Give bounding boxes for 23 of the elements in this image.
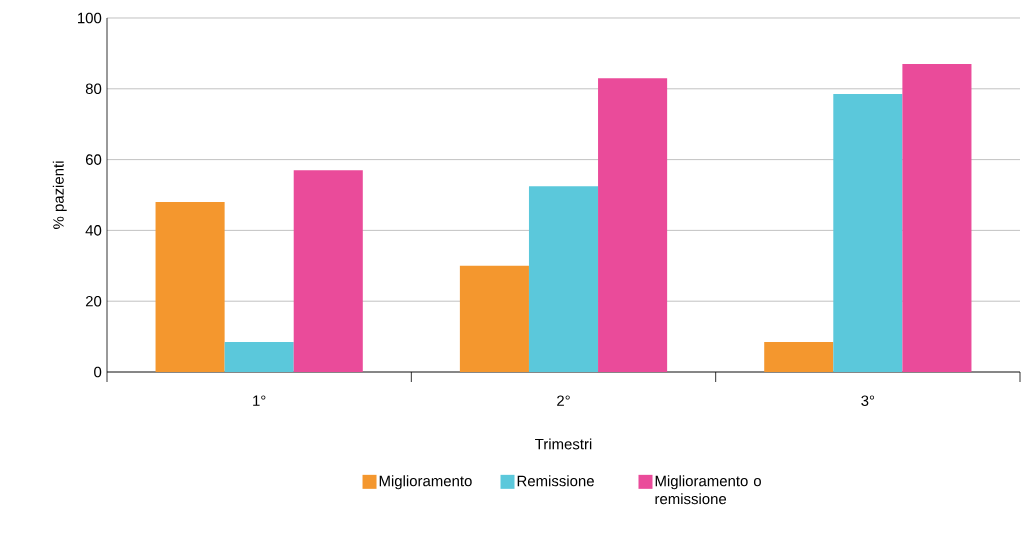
bar: [224, 341, 294, 372]
y-tick-label: 40: [85, 225, 102, 236]
bar: [293, 170, 363, 372]
x-axis-title: Trimestri: [535, 438, 592, 450]
legend-label: Miglioramento: [379, 475, 472, 490]
x-tick-label: 1°: [253, 395, 266, 406]
bar: [528, 186, 599, 372]
legend-label: Remissione: [517, 475, 594, 487]
bar: [598, 78, 668, 372]
y-tick-label: 60: [85, 154, 102, 165]
bar: [833, 94, 903, 372]
x-tick-label: 2°: [557, 395, 570, 406]
y-tick-label: 0: [94, 366, 102, 378]
y-tick-label: 100: [78, 12, 102, 24]
bar: [764, 341, 834, 372]
y-axis-title: % pazienti: [52, 161, 67, 229]
y-tick-label: 80: [85, 83, 102, 95]
bar: [459, 265, 529, 372]
x-tick-label: 3°: [861, 395, 875, 407]
bar: [902, 64, 972, 372]
y-tick-label: 20: [85, 295, 102, 307]
legend-label: Miglioramento o remissione: [655, 475, 761, 505]
bar: [155, 202, 225, 372]
